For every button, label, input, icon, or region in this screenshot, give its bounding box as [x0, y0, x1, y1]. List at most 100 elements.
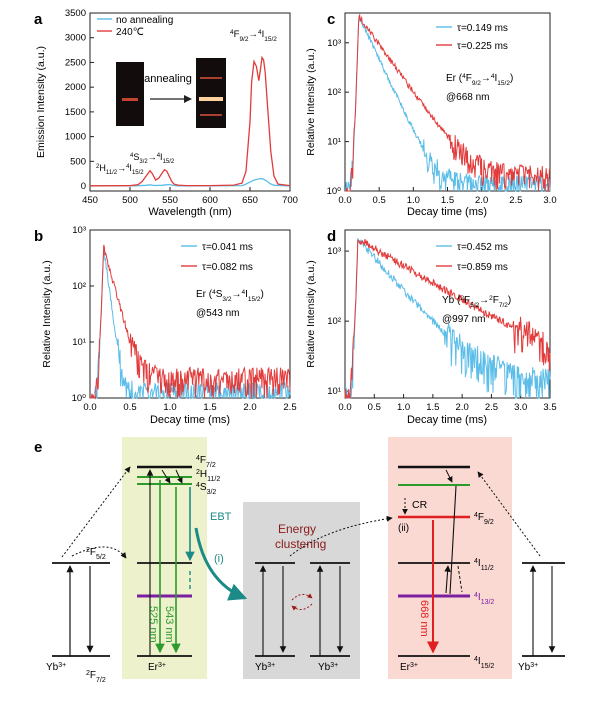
a-xtick-label-0: 450 — [82, 195, 98, 206]
ylabel-a: Emission Intensity (a.u.) — [35, 46, 47, 158]
inset-image-before — [116, 62, 144, 126]
d-xtick-label-6: 3.0 — [514, 402, 527, 413]
c-series-line-0 — [345, 15, 551, 193]
a-xtick-label-4: 650 — [242, 195, 258, 206]
legend-label-b-1: τ=0.082 ms — [202, 262, 253, 273]
yb-mid-1-ion-label: Yb3+ — [255, 662, 275, 674]
d-xtick-label-3: 1.5 — [426, 402, 439, 413]
a-xtick-label-5: 700 — [282, 195, 298, 206]
inset-arrowhead — [184, 95, 192, 103]
a-ytick-label-1: 500 — [70, 156, 86, 167]
emission-525-label: 525 nm — [147, 606, 159, 643]
panel-letter-d: d — [327, 228, 336, 245]
ebt-path-label: (i) — [214, 553, 224, 565]
xlabel-a: Wavelength (nm) — [148, 206, 231, 218]
c-xtick-label-6: 3.0 — [543, 195, 556, 206]
a-ytick-label-3: 1500 — [65, 107, 86, 118]
inset-glow-after-2 — [199, 97, 223, 101]
c-xtick-label-3: 1.5 — [441, 195, 454, 206]
ylabel-d: Relative Intensity (a.u.) — [305, 260, 317, 367]
b-ytick-label-2: 10² — [72, 281, 86, 292]
d-series-line-1 — [344, 239, 551, 399]
xlabel-d: Decay time (ms) — [407, 414, 487, 426]
b-xtick-label-2: 1.0 — [163, 402, 176, 413]
er-right-upconv-line — [449, 485, 457, 595]
c-ytick-label-3: 10³ — [327, 38, 341, 49]
inset-glow-after-3 — [200, 114, 222, 116]
annotation-b-wavelength: @543 nm — [196, 308, 240, 319]
er-left-ion-label: Er3+ — [148, 662, 166, 674]
ebt-label: EBT — [210, 511, 232, 523]
legend-label-240: 240℃ — [116, 27, 144, 38]
a-ytick-label-5: 2500 — [65, 57, 86, 68]
c-xtick-label-0: 0.0 — [338, 195, 351, 206]
c-ytick-label-1: 10¹ — [327, 137, 341, 148]
a-xtick-label-2: 550 — [162, 195, 178, 206]
a-series-line-1 — [89, 55, 291, 187]
er-left-relax-arrow-2 — [175, 469, 183, 484]
a-xtick-label-3: 600 — [202, 195, 218, 206]
panel-letter-b: b — [34, 228, 43, 245]
d-ytick-label-0: 10¹ — [327, 386, 341, 397]
c-ytick-label-2: 10² — [327, 87, 341, 98]
series-a — [89, 55, 291, 187]
axes-c: 0.0 0.5 1.0 1.5 2.0 2.5 3.0 10⁰ 10¹ 10² 10³ — [327, 38, 557, 206]
ylabel-c: Relative Intensity (a.u.) — [305, 48, 317, 155]
panel-c: c 0.0 0.5 1.0 1.5 2.0 2.5 3.0 10⁰ 10¹ 10² 10³ Deca… — [305, 11, 557, 218]
er-right-dashed-arrow — [457, 565, 463, 593]
yb-cluster-to-er-transfer — [289, 515, 393, 557]
legend-label-d-0: τ=0.452 ms — [457, 242, 508, 253]
b-ytick-label-3: 10³ — [72, 225, 86, 236]
inset-glow-before — [122, 98, 138, 101]
axes-a: 450 500 550 600 650 700 0 500 1000 1500 2000 2500 30… — [65, 8, 298, 206]
yb-left-lower-label: 2F7/2 — [86, 670, 106, 684]
d-xtick-label-7: 3.5 — [543, 402, 556, 413]
yb-right-ion-label: Yb3+ — [518, 662, 538, 674]
a-ytick-label-7: 3500 — [65, 8, 86, 19]
xlabel-c: Decay time (ms) — [407, 206, 487, 218]
c-xtick-label-1: 0.5 — [373, 195, 386, 206]
panel-letter-c: c — [327, 11, 335, 28]
a-ytick-label-2: 1000 — [65, 132, 86, 143]
emission-668-label: 668 nm — [418, 600, 430, 637]
annotation-peak-left: 2H11/2→4I15/2 — [96, 163, 144, 176]
yb-cluster-transfer-top — [291, 593, 313, 601]
inset-image-after — [196, 58, 226, 128]
ylabel-b: Relative Intensity (a.u.) — [41, 260, 53, 367]
legend-label-b-0: τ=0.041 ms — [202, 242, 253, 253]
b-series-line-1 — [90, 244, 291, 400]
series-d — [344, 237, 551, 399]
panel-d: d 0.0 0.5 1.0 1.5 2.0 2.5 3.0 3.5 10¹ 10² 10³ Deca… — [305, 228, 557, 426]
legend-label-no-annealing: no annealing — [116, 15, 173, 26]
a-series-line-0 — [90, 177, 291, 187]
yb-left-ion-label: Yb3+ — [46, 662, 66, 674]
annotation-d: Yb (2F5/2→2F7/2) — [442, 295, 511, 309]
er-left-relax-arrow-1 — [161, 469, 171, 484]
d-xtick-label-4: 2.0 — [456, 402, 469, 413]
series-b — [90, 244, 291, 400]
panel-e: e 2F5/2 2F7/2 Yb3+ 4F7/2 2H11/2 4S3/2 52… — [34, 437, 565, 684]
plot-frame-d — [344, 229, 551, 399]
yb-cluster-transfer-bottom — [291, 603, 313, 611]
b-xtick-label-4: 2.0 — [243, 402, 256, 413]
er-right-up-arrow — [444, 565, 451, 594]
a-ytick-label-4: 2000 — [65, 82, 86, 93]
b-ytick-label-1: 10¹ — [72, 337, 86, 348]
d-xtick-label-0: 0.0 — [338, 402, 351, 413]
er-right-box — [388, 437, 512, 679]
annotation-c-wavelength: @668 nm — [446, 92, 490, 103]
annotation-b: Er (4S3/2→4I15/2) — [196, 289, 264, 303]
c-xtick-label-5: 2.5 — [509, 195, 522, 206]
annotation-c: Er (4F9/2→4I15/2) — [446, 73, 513, 87]
c-ytick-label-0: 10⁰ — [327, 186, 342, 197]
legend-label-c-1: τ=0.225 ms — [457, 41, 508, 52]
panel-letter-a: a — [34, 11, 43, 28]
d-xtick-label-2: 1.0 — [397, 402, 410, 413]
energy-label: Energy — [278, 522, 316, 536]
yb-right-transfer-arrow — [477, 471, 541, 557]
legend-label-d-1: τ=0.859 ms — [457, 262, 508, 273]
annotation-d-wavelength: @997 nm — [442, 314, 486, 325]
d-xtick-label-1: 0.5 — [368, 402, 381, 413]
inset-glow-after-1 — [200, 77, 222, 79]
